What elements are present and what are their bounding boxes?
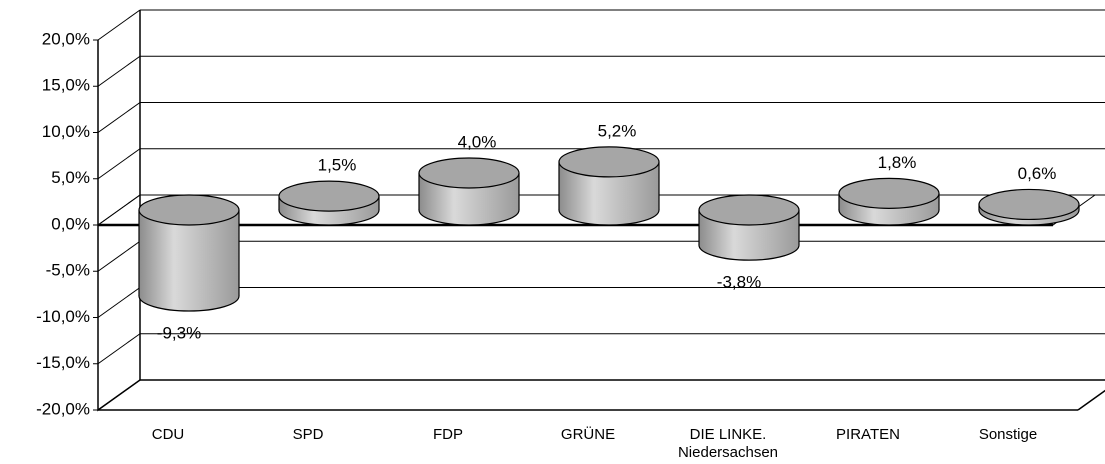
bar-top <box>278 180 380 212</box>
y-tick-label: 15,0% <box>42 76 90 95</box>
bar-top <box>138 194 240 226</box>
bar-top <box>418 157 520 189</box>
grid-line <box>97 379 141 411</box>
bar <box>978 188 1080 226</box>
value-label: 5,2% <box>598 121 637 140</box>
y-tick-label: -10,0% <box>36 307 90 326</box>
x-tick-label: FDP <box>433 426 463 443</box>
x-tick-label: SPD <box>292 426 324 443</box>
value-label: 1,8% <box>878 153 917 172</box>
y-tick-label: 0,0% <box>51 214 90 233</box>
value-label: 1,5% <box>318 156 357 175</box>
value-label: 0,6% <box>1018 164 1057 183</box>
floor-edge <box>1077 389 1105 411</box>
grid-line <box>97 102 141 133</box>
value-label: 4,0% <box>458 132 497 151</box>
grid-line <box>97 55 141 87</box>
bar-top <box>978 188 1080 221</box>
bar <box>418 157 520 226</box>
y-tick-label: -15,0% <box>36 353 90 372</box>
value-label: -9,3% <box>157 324 201 343</box>
x-tick-label: GRÜNE <box>560 426 616 443</box>
bar <box>138 194 240 312</box>
y-tick-label: -20,0% <box>36 399 90 418</box>
y-tick-label: 20,0% <box>42 29 90 48</box>
x-tick-label: DIE LINKE. Niedersachsen <box>677 426 779 461</box>
y-tick-label: 10,0% <box>42 122 90 141</box>
value-label: -3,8% <box>717 273 761 292</box>
y-tick-label: 5,0% <box>51 168 90 187</box>
grid-line <box>97 9 141 41</box>
x-tick-label: CDU <box>151 426 185 443</box>
grid-line <box>97 240 141 272</box>
y-tick-label: -5,0% <box>46 261 90 280</box>
bar-top <box>558 146 660 178</box>
bar <box>278 180 380 226</box>
x-tick-label: Sonstige <box>978 426 1038 443</box>
grid-line <box>97 333 141 365</box>
bar-top <box>698 194 800 226</box>
bar <box>698 194 800 261</box>
bar <box>838 177 940 226</box>
bar-top <box>838 177 940 209</box>
x-tick-label: PIRATEN <box>836 426 900 443</box>
grid-line <box>97 287 141 318</box>
bar <box>558 146 660 226</box>
grid-line <box>97 148 141 180</box>
